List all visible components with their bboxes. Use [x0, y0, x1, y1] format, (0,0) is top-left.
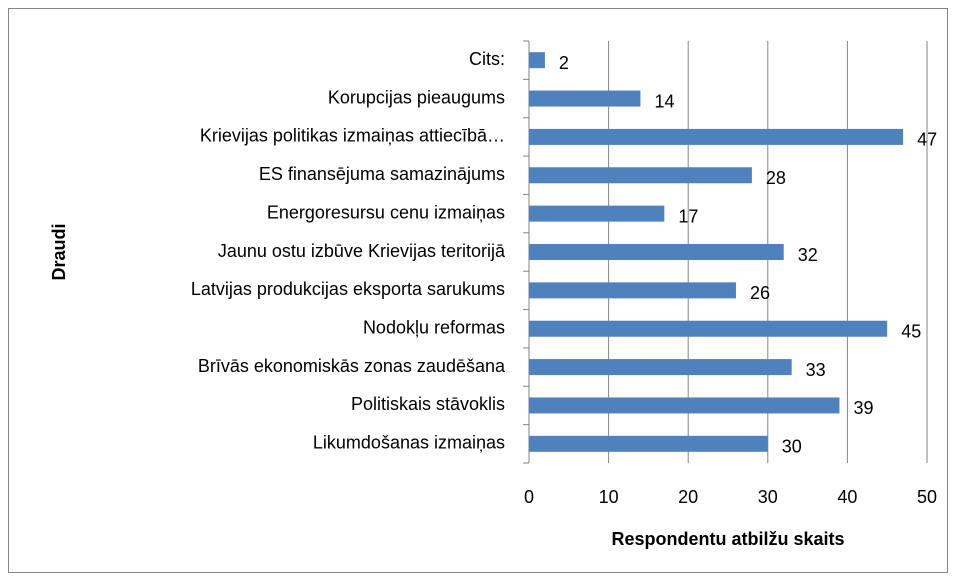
y-tick-label: ES finansējuma samazinājums	[259, 164, 505, 184]
bar	[529, 244, 784, 260]
data-label: 30	[782, 437, 802, 457]
bar	[529, 205, 665, 222]
bar	[529, 128, 904, 145]
data-label: 26	[750, 283, 770, 303]
bar	[529, 90, 641, 107]
x-tick-label: 20	[678, 487, 698, 507]
y-tick-label: Jaunu ostu izbūve Krievijas teritorijā	[218, 241, 506, 261]
bar	[529, 435, 768, 452]
bar	[529, 359, 792, 376]
data-label: 47	[917, 130, 937, 150]
y-tick-label: Energoresursu cenu izmaiņas	[267, 202, 505, 222]
y-tick-label: Likumdošanas izmaiņas	[313, 433, 505, 453]
bar	[529, 397, 840, 414]
x-tick-label: 30	[758, 487, 778, 507]
x-tick-label: 0	[524, 487, 534, 507]
x-tick-label: 40	[837, 487, 857, 507]
x-tick-label: 10	[599, 487, 619, 507]
y-tick-label: Korupcijas pieaugums	[328, 87, 505, 107]
bar	[529, 320, 888, 337]
y-tick-label: Krievijas politikas izmaiņas attiecībā…	[200, 126, 505, 146]
data-label: 45	[901, 321, 921, 341]
y-tick-label: Politiskais stāvoklis	[351, 394, 505, 414]
data-label: 17	[678, 206, 698, 226]
y-tick-label: Latvijas produkcijas eksporta sarukums	[191, 279, 505, 299]
y-axis-title: Draudi	[49, 223, 69, 280]
data-label: 32	[798, 245, 818, 265]
bar	[529, 167, 752, 184]
data-label: 14	[654, 91, 674, 111]
x-axis-title: Respondentu atbilžu skaits	[611, 529, 844, 549]
bar	[529, 282, 736, 299]
bar	[529, 52, 545, 69]
data-label: 28	[766, 168, 786, 188]
data-label: 39	[853, 398, 873, 418]
data-label: 2	[559, 53, 569, 73]
chart-border	[8, 8, 948, 573]
x-tick-label: 50	[917, 487, 937, 507]
y-tick-label: Nodokļu reformas	[363, 317, 505, 337]
y-tick-label: Cits:	[469, 49, 505, 69]
y-tick-label: Brīvās ekonomiskās zonas zaudēšana	[198, 356, 506, 376]
data-label: 33	[806, 360, 826, 380]
